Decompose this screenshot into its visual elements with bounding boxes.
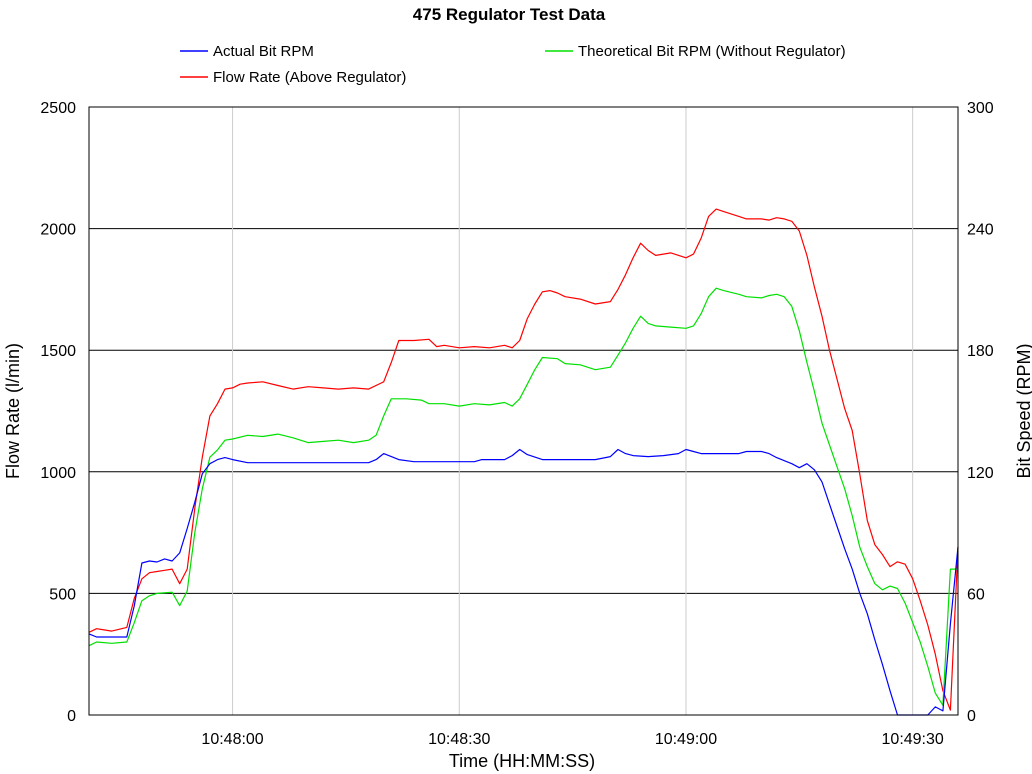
legend-entry: Theoretical Bit RPM (Without Regulator) (578, 43, 846, 60)
legend-entry: Flow Rate (Above Regulator) (213, 69, 406, 86)
right-axis-ticks: 0 60 120 180 240 300 (967, 100, 994, 725)
y-left-tick-label: 2500 (40, 100, 76, 117)
y-left-tick-label: 500 (49, 586, 76, 603)
x-tick-label: 10:48:30 (428, 731, 490, 748)
plot-frame (88, 106, 959, 716)
y-right-tick-label: 120 (967, 465, 994, 482)
x-axis-ticks: 10:48:00 10:48:30 10:49:00 10:49:30 (201, 731, 943, 748)
grid (89, 107, 958, 715)
chart-title: 475 Regulator Test Data (413, 5, 606, 24)
y-left-tick-label: 2000 (40, 222, 76, 239)
y-right-tick-label: 300 (967, 100, 994, 117)
series-line-actual-bit-rpm (88, 448, 959, 716)
y-right-tick-label: 240 (967, 222, 994, 239)
left-axis-ticks: 0 500 1000 1500 2000 2500 (40, 100, 76, 725)
y-right-tick-label: 60 (967, 586, 985, 603)
y-right-tick-label: 0 (967, 708, 976, 725)
y-axis-right-label: Bit Speed (RPM) (1014, 343, 1032, 478)
series-line-flow-rate-above-regulator (88, 208, 959, 711)
y-left-tick-label: 1500 (40, 343, 76, 360)
y-axis-left-label: Flow Rate (l/min) (3, 343, 23, 479)
legend: Actual Bit RPM Theoretical Bit RPM (Witho… (180, 43, 846, 86)
x-axis-label: Time (HH:MM:SS) (449, 751, 595, 771)
x-tick-label: 10:48:00 (201, 731, 263, 748)
x-tick-label: 10:49:00 (655, 731, 717, 748)
y-left-tick-label: 1000 (40, 465, 76, 482)
series-line-theoretical-bit-rpm-without-regulator (88, 287, 958, 706)
x-tick-label: 10:49:30 (882, 731, 944, 748)
y-left-tick-label: 0 (67, 708, 76, 725)
y-right-tick-label: 180 (967, 343, 994, 360)
series-group (88, 208, 959, 716)
legend-entry: Actual Bit RPM (213, 43, 314, 60)
